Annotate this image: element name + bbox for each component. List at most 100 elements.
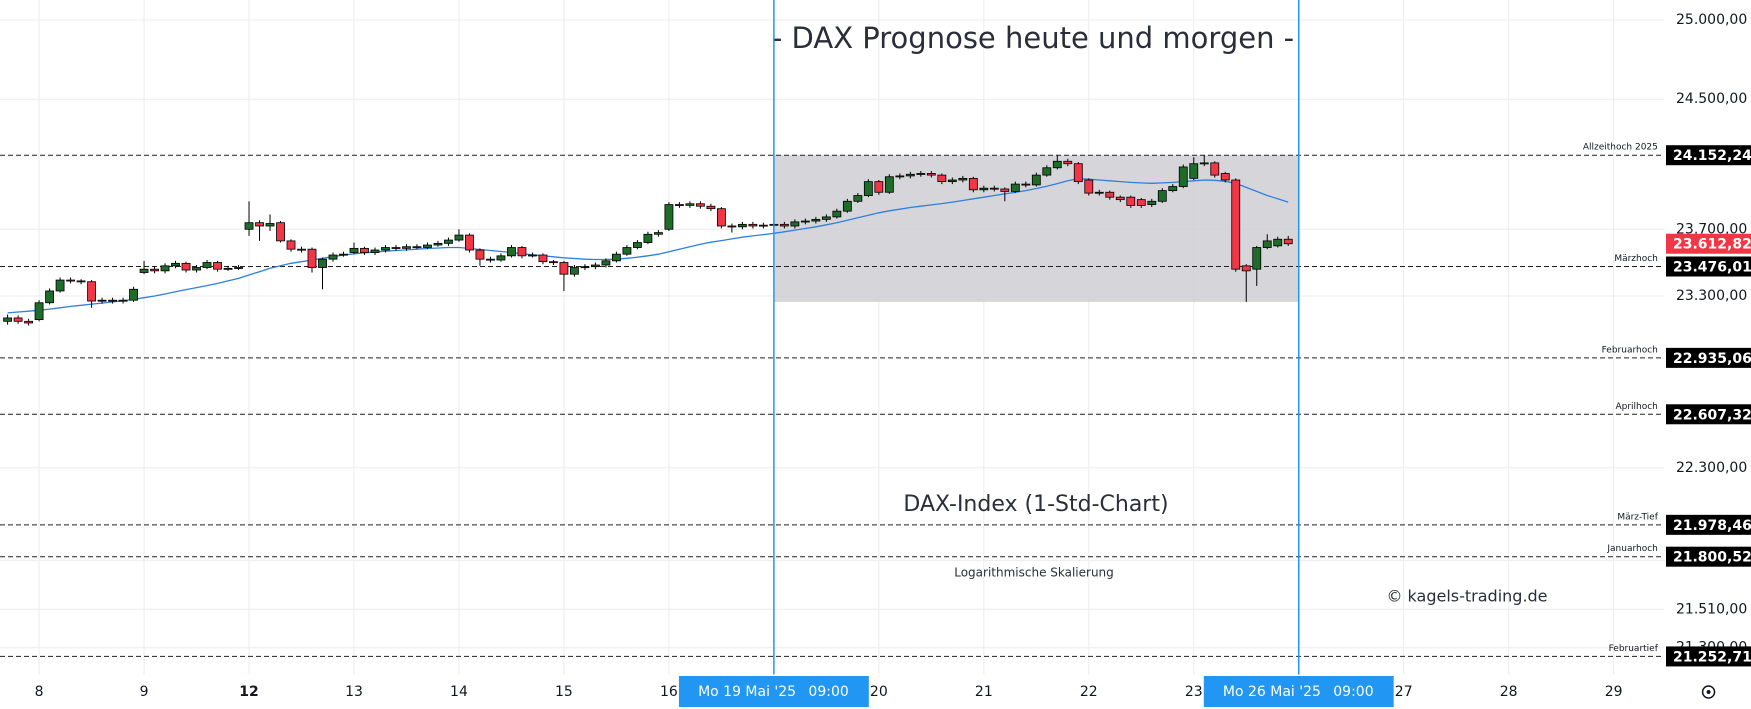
candle-body	[475, 249, 485, 260]
candle-body	[45, 290, 55, 304]
candle-body	[1052, 160, 1062, 169]
candle-body	[391, 247, 401, 249]
y-tick-label: 22.300,00	[1676, 460, 1747, 476]
x-tick-label: 9	[140, 684, 149, 700]
candle-body	[234, 267, 243, 269]
level-label: Allzeithoch 2025	[1583, 143, 1658, 153]
candle-body	[1031, 174, 1041, 186]
candle-body	[737, 223, 747, 228]
candle-body	[486, 258, 495, 261]
x-tick-label: 20	[870, 684, 888, 700]
marker-date: Mo 19 Mai '25	[698, 684, 796, 700]
candle-body	[591, 264, 600, 268]
y-tick-label: 23.300,00	[1676, 288, 1747, 304]
level-value: 23.476,01	[1673, 260, 1751, 276]
candle-body	[13, 317, 23, 322]
level-label: Februartief	[1609, 644, 1659, 654]
candle-body	[895, 175, 905, 178]
candle-body	[874, 181, 884, 193]
candle-body	[160, 265, 170, 272]
marker-time: 09:00	[808, 684, 848, 700]
candle-body	[1073, 163, 1083, 183]
y-tick-label: 25.000,00	[1676, 12, 1747, 28]
candle-body	[790, 221, 800, 227]
candle-body	[433, 242, 443, 246]
candle-body	[832, 210, 842, 218]
marker-box	[1203, 676, 1394, 707]
marker-time: 09:00	[1333, 684, 1373, 700]
candle-body	[150, 268, 159, 272]
candle-body	[202, 262, 212, 268]
x-tick-label: 14	[450, 684, 468, 700]
settings-dot	[1706, 690, 1711, 694]
candle-body	[758, 224, 768, 227]
candle-body	[612, 253, 621, 262]
candle-body	[632, 242, 642, 248]
candle-body	[276, 222, 285, 242]
candle-body	[727, 225, 737, 228]
candle-body	[139, 268, 149, 273]
candle-body	[1084, 179, 1094, 194]
candle-body	[905, 173, 915, 177]
candle-body	[685, 203, 695, 206]
candle-body	[1147, 200, 1157, 205]
level-value-box	[1666, 404, 1751, 425]
candle-body	[863, 181, 873, 196]
candle-body	[55, 279, 65, 292]
candle-body	[570, 267, 579, 275]
level-value-box	[1666, 646, 1751, 667]
candle-body	[1283, 238, 1293, 245]
candle-body	[580, 266, 590, 269]
level-label: März-Tief	[1617, 512, 1658, 522]
settings-icon	[1701, 685, 1716, 699]
candle-body	[192, 267, 201, 271]
candle-body	[286, 240, 296, 250]
level-value: 21.252,71	[1673, 649, 1751, 665]
candle-body	[1241, 265, 1251, 272]
level-value-box	[1666, 145, 1751, 166]
candle-body	[1094, 191, 1104, 194]
candle-body	[779, 223, 789, 227]
candle-body	[1136, 199, 1146, 206]
level-value: 24.152,24	[1673, 148, 1751, 164]
candle-body	[716, 208, 726, 227]
marker-date: Mo 26 Mai '25	[1223, 684, 1321, 700]
candle-body	[1168, 186, 1178, 192]
x-tick-label: 23	[1185, 684, 1203, 700]
candle-body	[339, 253, 348, 256]
candle-body	[1210, 162, 1220, 176]
x-tick-label: 29	[1605, 684, 1623, 700]
candle-body	[1021, 183, 1031, 186]
candle-body	[412, 246, 422, 249]
x-tick-label: 28	[1500, 684, 1518, 700]
level-value: 22.935,06	[1673, 351, 1751, 367]
candle-body	[800, 220, 810, 223]
chart-title: - DAX Prognose heute und morgen -	[772, 21, 1294, 55]
candle-body	[1178, 166, 1188, 187]
level-label: Märzhoch	[1614, 254, 1658, 264]
candle-body	[821, 216, 831, 220]
candle-body	[968, 177, 978, 191]
candle-body	[370, 249, 380, 253]
x-tick-label: 8	[35, 684, 44, 700]
candle-body	[402, 246, 411, 249]
level-label: Februarhoch	[1602, 345, 1658, 355]
level-label: Januarhoch	[1606, 544, 1658, 554]
level-value: 21.978,46	[1673, 518, 1751, 534]
x-tick-label: 15	[555, 684, 573, 700]
candle-body	[695, 203, 705, 207]
x-tick-label: 16	[660, 684, 678, 700]
candle-body	[360, 247, 369, 253]
candle-body	[76, 280, 86, 283]
candle-body	[66, 279, 75, 282]
x-tick-label: 22	[1080, 684, 1098, 700]
chart-subtitle: DAX-Index (1-Std-Chart)	[903, 492, 1168, 517]
last-price-label: 23.612,82	[1673, 237, 1751, 253]
candle-body	[937, 174, 947, 183]
candle-body	[601, 260, 611, 266]
level-value-box	[1666, 347, 1751, 368]
candle-body	[1157, 190, 1167, 202]
marker-box	[678, 676, 869, 707]
candle-body	[884, 176, 894, 193]
